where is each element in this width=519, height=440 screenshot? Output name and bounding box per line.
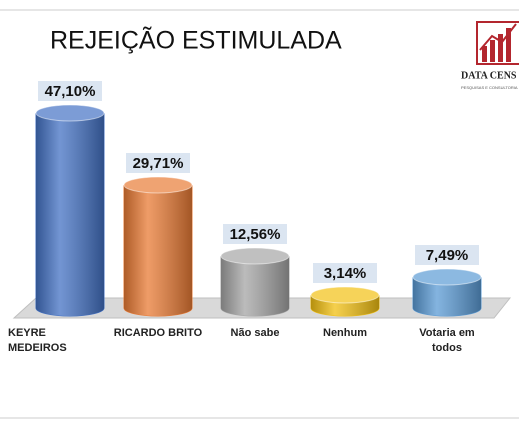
bar-top (412, 268, 482, 286)
bar-top-light (124, 176, 192, 193)
x-tick-label: Não sabe (230, 327, 280, 339)
bar-shade (311, 295, 379, 316)
bar-top (35, 104, 105, 122)
bar-top-light (36, 105, 104, 121)
value-label: 29,71% (133, 155, 184, 172)
bar-top-light (311, 287, 379, 303)
bar-top (123, 176, 193, 194)
value-label-box (126, 152, 190, 173)
value-label-box (313, 263, 377, 283)
value-label: 3,14% (324, 265, 367, 282)
bar-shade (36, 113, 104, 316)
bar-shade (124, 184, 192, 316)
bar-top (310, 286, 380, 304)
value-label-box (38, 81, 102, 101)
bar-top-light (413, 268, 481, 285)
value-label-box (223, 224, 287, 244)
value-label: 47,10% (45, 83, 96, 100)
bar-shade (221, 256, 289, 316)
value-label-box (415, 244, 479, 265)
bar-top (220, 247, 290, 265)
bar-shade (413, 276, 481, 316)
x-tick-label: Votaria em todos (419, 327, 475, 354)
value-label: 7,49% (426, 247, 469, 264)
logo-tagline: PESQUISAS E CONSULTORIA (461, 85, 518, 90)
x-tick-label: KEYRE MEDEIROS (8, 327, 67, 354)
x-tick-label: Nenhum (323, 327, 367, 339)
bar-top-light (221, 248, 289, 264)
logo-icon (476, 21, 519, 65)
x-tick-label: RICARDO BRITO (113, 327, 203, 339)
chart-title: REJEIÇÃO ESTIMULADA (50, 26, 342, 55)
value-label: 12,56% (230, 226, 281, 243)
logo-name: DATA CENS (461, 70, 517, 81)
